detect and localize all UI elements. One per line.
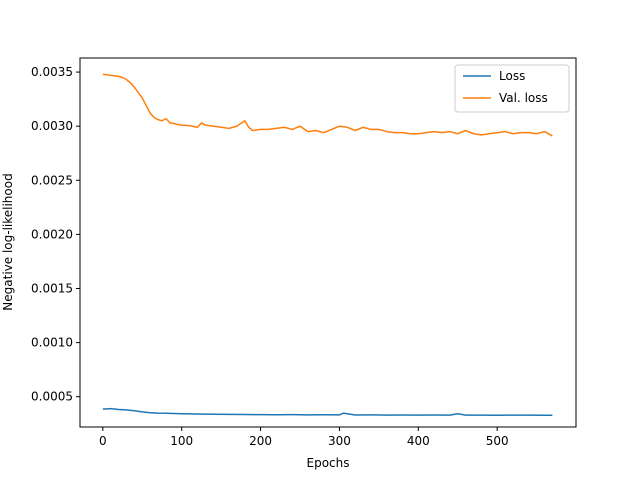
series-line-loss [102, 407, 553, 417]
x-tick-label: 400 [407, 434, 430, 448]
plot-frame [79, 57, 577, 428]
legend-label: Val. loss [499, 91, 548, 105]
x-tick-label: 200 [249, 434, 272, 448]
x-tick-label: 0 [99, 434, 107, 448]
series-line-val-loss [102, 73, 553, 137]
y-tick-label: 0.0005 [31, 390, 73, 404]
y-tick-label: 0.0025 [31, 173, 73, 187]
y-tick-label: 0.0015 [31, 281, 73, 295]
y-axis: 0.0005 0.0010 0.0015 0.0020 0.0025 0.0030 0.00… [31, 65, 80, 404]
x-axis-title: Epochs [307, 456, 350, 470]
y-tick-label: 0.0010 [31, 336, 73, 350]
x-tick-label: 500 [486, 434, 509, 448]
y-tick-label: 0.0030 [31, 119, 73, 133]
plot-area [102, 73, 553, 417]
y-tick-label: 0.0020 [31, 227, 73, 241]
legend: Loss Val. loss [454, 64, 570, 113]
y-axis-title: Negative log-likelihood [1, 173, 15, 310]
x-tick-label: 100 [170, 434, 193, 448]
x-tick-label: 300 [328, 434, 351, 448]
y-tick-label: 0.0035 [31, 65, 73, 79]
legend-label: Loss [499, 69, 525, 83]
x-axis: 0 100 200 300 400 500 [99, 427, 509, 448]
